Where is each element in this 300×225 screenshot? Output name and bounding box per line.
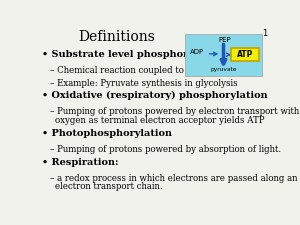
Bar (185, 34, 262, 76)
Bar (231, 48, 259, 61)
Text: pyruvate: pyruvate (210, 67, 237, 72)
Text: • Substrate level phosphorylation: • Substrate level phosphorylation (42, 50, 225, 59)
Text: • Photophosphorylation: • Photophosphorylation (42, 129, 172, 138)
Text: ATP: ATP (237, 50, 253, 59)
Text: • Respiration:: • Respiration: (42, 158, 118, 167)
Text: PEP: PEP (219, 37, 231, 43)
Text: ADP: ADP (190, 49, 204, 55)
Text: Definitions: Definitions (78, 30, 155, 45)
Text: – Chemical reaction coupled to ATP synthesis: – Chemical reaction coupled to ATP synth… (50, 66, 247, 75)
Text: • Oxidative (respiratory) phosphorylation: • Oxidative (respiratory) phosphorylatio… (42, 91, 267, 100)
Text: – a redox process in which electrons are passed along an: – a redox process in which electrons are… (50, 173, 298, 182)
Text: – Pumping of protons powered by absorption of light.: – Pumping of protons powered by absorpti… (50, 145, 281, 154)
Text: 1: 1 (262, 29, 268, 38)
Text: – Example: Pyruvate synthesis in glycolysis: – Example: Pyruvate synthesis in glycoly… (50, 79, 238, 88)
Text: – Pumping of protons powered by electron transport with: – Pumping of protons powered by electron… (50, 107, 299, 116)
Text: oxygen as terminal electron acceptor yields ATP: oxygen as terminal electron acceptor yie… (55, 116, 265, 125)
Text: electron transport chain.: electron transport chain. (55, 182, 163, 191)
